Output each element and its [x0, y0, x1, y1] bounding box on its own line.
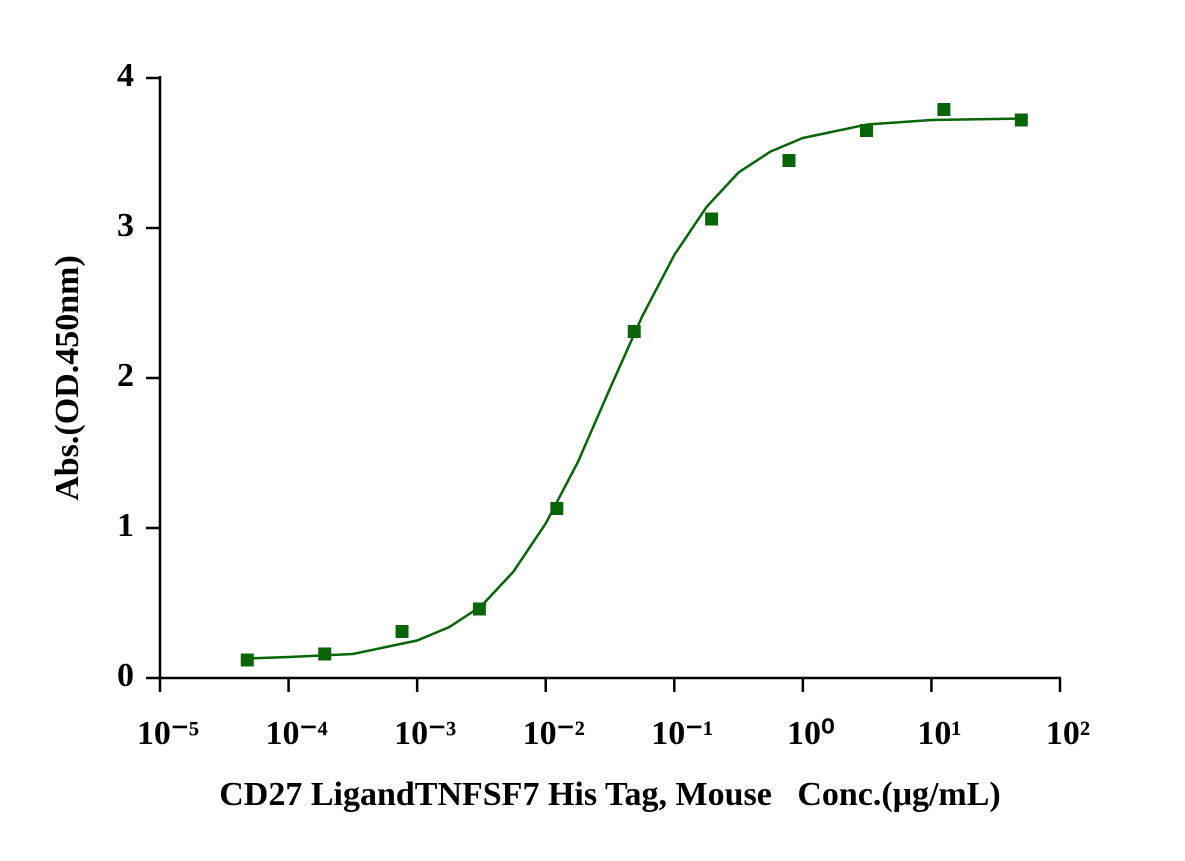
x-tick-label: 10⁻⁴: [266, 715, 328, 752]
data-point: [550, 502, 564, 515]
y-tick-label: 4: [117, 57, 134, 94]
x-tick-label: 10⁻¹: [651, 715, 713, 752]
data-point: [1014, 113, 1028, 127]
y-tick-label: 1: [117, 507, 134, 544]
data-point: [859, 124, 873, 137]
data-point: [318, 647, 332, 661]
x-tick-label: 10¹: [917, 715, 961, 752]
data-point: [395, 625, 409, 638]
data-point: [937, 103, 951, 116]
y-tick-label: 2: [117, 357, 134, 394]
x-tick-label: 10⁻³: [394, 715, 456, 752]
x-tick-label: 10²: [1046, 715, 1090, 752]
y-axis-title: Abs.(OD.450nm): [49, 255, 86, 501]
data-point: [627, 325, 641, 338]
data-point: [240, 653, 254, 667]
x-axis-title: CD27 LigandTNFSF7 His Tag, Mouse Conc.(μ…: [219, 776, 1001, 813]
x-tick-label: 10⁰: [787, 715, 835, 752]
x-tick-label: 10⁻²: [523, 715, 585, 752]
y-tick-label: 3: [117, 207, 134, 244]
data-point: [472, 602, 486, 616]
fit-curve: [247, 117, 1022, 660]
y-tick-label: 0: [117, 657, 134, 694]
data-point: [782, 154, 796, 167]
data-point: [705, 212, 719, 226]
x-tick-label: 10⁻⁵: [137, 715, 199, 752]
